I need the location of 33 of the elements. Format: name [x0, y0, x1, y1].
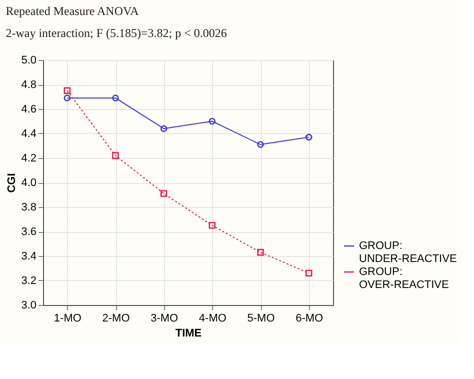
y-tick-label: 4.0	[21, 177, 36, 189]
y-tick-label: 3.4	[21, 250, 36, 262]
y-tick-label: 4.2	[21, 152, 36, 164]
point	[64, 87, 71, 94]
y-axis-title: CGI	[6, 173, 18, 193]
x-tick-label: 5-MO	[247, 312, 276, 324]
y-tick-label: 4.4	[21, 128, 36, 140]
y-tick-label: 4.8	[21, 79, 36, 91]
chart-subtitle: 2-way interaction; F (5.185)=3.82; p < 0.0026	[6, 26, 227, 40]
point	[208, 222, 216, 229]
x-tick-label: 4-MO	[198, 312, 227, 324]
x-tick-label: 2-MO	[102, 312, 130, 324]
point	[208, 118, 216, 125]
chart-title: Repeated Measure ANOVA	[6, 4, 140, 18]
x-tick-label: 1-MO	[54, 312, 82, 324]
point	[112, 94, 119, 102]
point	[305, 270, 312, 277]
point	[112, 152, 119, 159]
point	[160, 125, 168, 132]
y-tick-label: 3.6	[21, 226, 36, 238]
y-tick-label: 3.2	[21, 275, 36, 287]
point	[257, 141, 264, 148]
y-tick-label: 3.0	[21, 300, 36, 312]
point	[160, 190, 168, 197]
x-tick-label: 3-MO	[150, 312, 179, 324]
x-tick-label: 6-MO	[296, 312, 324, 324]
legend-label: GROUP: OVER-REACTIVE	[359, 266, 449, 291]
legend-label: GROUP: UNDER-REACTIVE	[359, 240, 457, 265]
point	[257, 248, 264, 256]
y-tick-label: 3.8	[21, 202, 36, 214]
x-axis-title: TIME	[175, 328, 202, 340]
y-tick-label: 5.0	[21, 54, 36, 66]
y-tick-label: 4.6	[21, 104, 36, 116]
